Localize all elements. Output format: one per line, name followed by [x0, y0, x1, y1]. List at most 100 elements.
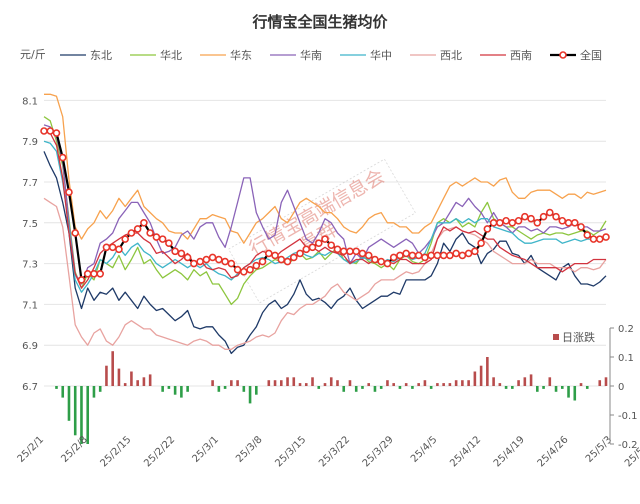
daily-change-bar	[292, 377, 296, 386]
national-marker	[521, 212, 529, 221]
national-marker	[577, 223, 585, 231]
y-tick-label: 7.9	[22, 137, 38, 148]
national-marker	[165, 239, 173, 247]
daily-change-bar	[536, 386, 539, 392]
national-marker	[152, 233, 161, 241]
daily-change-bar	[111, 351, 114, 386]
daily-change-legend-swatch	[553, 334, 559, 340]
y2-tick-label: -0.2	[618, 440, 638, 451]
national-marker	[583, 231, 592, 239]
national-marker	[183, 253, 192, 262]
national-marker	[314, 239, 323, 247]
daily-change-bar	[442, 383, 445, 386]
national-marker	[471, 247, 479, 256]
y2-tick-label: 0.1	[618, 353, 634, 364]
national-marker	[221, 257, 229, 266]
x-tick-label: 25/4/19	[492, 434, 527, 469]
daily-change-bar	[542, 386, 545, 389]
daily-change-bar	[117, 368, 121, 386]
daily-change-bar	[398, 386, 402, 389]
daily-change-bar	[286, 377, 289, 386]
daily-change-bar	[86, 386, 90, 444]
national-marker	[545, 208, 554, 217]
daily-change-bar	[486, 357, 489, 386]
national-marker	[464, 249, 473, 258]
national-marker	[533, 219, 542, 227]
national-marker	[140, 219, 148, 227]
national-marker	[358, 249, 367, 258]
daily-change-bar	[479, 365, 483, 386]
daily-change-bar	[323, 383, 327, 386]
national-marker	[452, 249, 460, 258]
national-marker	[65, 188, 73, 196]
national-marker	[289, 253, 298, 262]
daily-change-bar	[61, 386, 65, 398]
national-marker	[321, 235, 329, 243]
y-tick-label: 7.1	[22, 300, 38, 311]
national-marker	[271, 251, 279, 260]
national-marker	[227, 259, 236, 268]
national-marker	[46, 127, 55, 135]
national-marker	[171, 247, 179, 256]
x-tick-label: 25/4/26	[536, 434, 571, 469]
daily-change-bar	[573, 386, 577, 401]
y2-tick-label: 0.2	[618, 324, 634, 335]
daily-change-bar	[404, 383, 408, 386]
national-marker	[202, 255, 211, 264]
daily-change-legend-label: 日涨跌	[562, 330, 595, 344]
daily-change-bar	[67, 386, 71, 421]
daily-change-bar	[230, 380, 233, 386]
national-marker	[458, 251, 467, 260]
daily-change-bar	[92, 386, 96, 398]
daily-change-bar	[473, 371, 477, 386]
national-marker	[296, 249, 304, 258]
daily-change-bar	[367, 383, 371, 386]
watermark: 行情宝高端信息会 員群	[228, 158, 416, 304]
legend-label-华南: 华南	[300, 48, 322, 62]
daily-change-bar	[423, 380, 427, 386]
national-marker	[589, 235, 598, 243]
daily-change-bar	[342, 386, 346, 392]
daily-change-bar	[523, 377, 527, 386]
legend-label-西北: 西北	[440, 49, 462, 62]
daily-change-bar	[529, 374, 533, 386]
national-marker	[489, 219, 498, 227]
national-marker	[158, 235, 167, 243]
y2-tick-label: 0	[618, 382, 624, 393]
national-marker	[215, 255, 223, 264]
daily-change-bar	[348, 380, 352, 386]
daily-change-bar	[142, 377, 146, 386]
daily-change-bar	[517, 380, 520, 386]
daily-change-bar	[161, 386, 164, 392]
daily-change-bar	[461, 380, 464, 386]
national-marker	[477, 239, 485, 247]
daily-change-bar	[167, 386, 171, 389]
x-tick-label: 25/2/8	[59, 434, 90, 465]
y-tick-label: 6.7	[22, 382, 38, 393]
national-marker	[371, 255, 379, 264]
national-marker	[595, 235, 604, 243]
national-marker	[252, 261, 261, 270]
national-marker	[264, 249, 273, 258]
national-marker	[277, 255, 286, 264]
national-marker	[602, 233, 610, 241]
national-marker	[433, 251, 442, 260]
daily-change-bar	[217, 386, 221, 392]
daily-change-bar	[317, 386, 321, 389]
daily-change-bar	[267, 380, 271, 386]
national-marker	[508, 219, 517, 227]
y-tick-label: 6.9	[22, 341, 38, 352]
daily-change-bar	[211, 380, 214, 386]
daily-change-bar	[373, 386, 377, 392]
daily-change-bar	[80, 386, 83, 444]
daily-change-bar	[73, 386, 77, 436]
daily-change-bar	[436, 383, 439, 386]
national-marker	[108, 243, 117, 252]
x-tick-label: 25/2/15	[98, 434, 133, 469]
y2-tick-label: -0.1	[618, 411, 638, 422]
national-marker	[446, 251, 454, 260]
daily-change-bar	[329, 377, 333, 386]
national-marker	[389, 253, 398, 262]
daily-change-bar	[379, 386, 383, 389]
